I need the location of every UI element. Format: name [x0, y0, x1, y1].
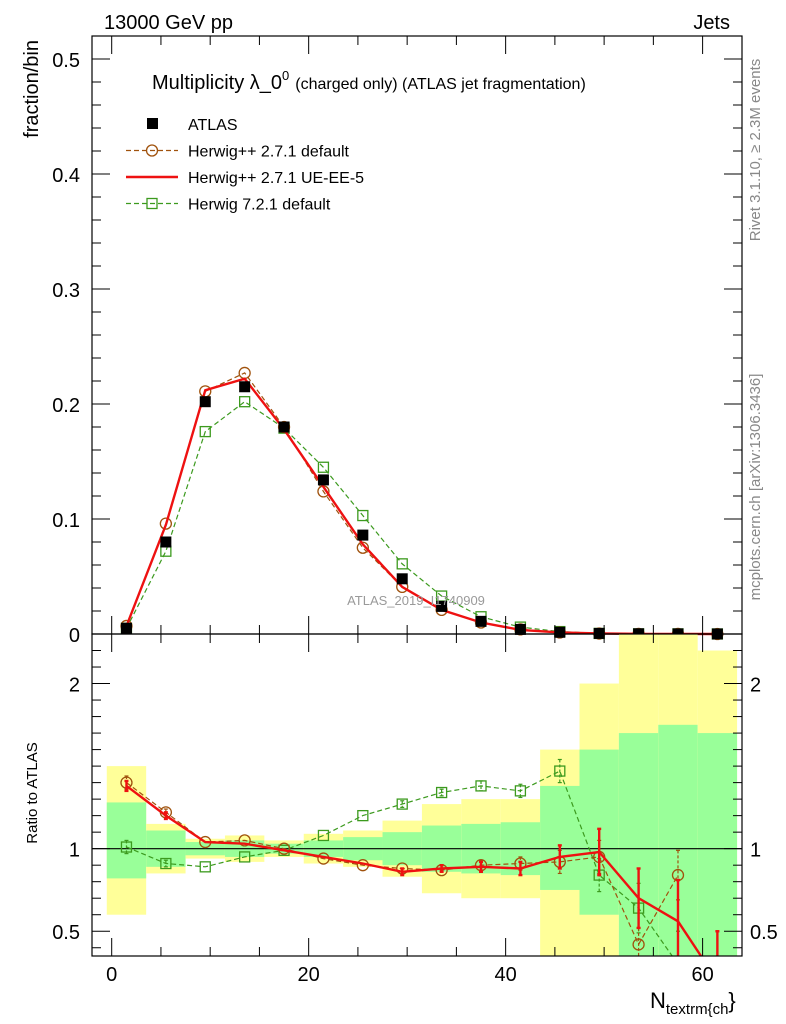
- main-point-atlas: [317, 474, 329, 486]
- x-axis-label: Ntextrm{ch}: [650, 988, 736, 1018]
- main-point-atlas: [475, 615, 487, 627]
- header-left: 13000 GeV pp: [104, 12, 233, 34]
- main-point-herwig7: [357, 509, 369, 522]
- ratio-point-herwig7: [554, 765, 566, 777]
- legend-marker-herwig7: [146, 197, 158, 210]
- main-point-atlas: [120, 622, 132, 634]
- plot-title-sup: 0: [282, 68, 289, 83]
- main-point-atlas: [554, 626, 566, 638]
- rivet-label: Rivet 3.1.10, ≥ 2.3M events: [747, 59, 764, 242]
- main-point-atlas: [239, 381, 251, 393]
- main-ytick-label: 0: [69, 625, 80, 647]
- legend-marker-herwig_default: [145, 144, 159, 157]
- main-ylabel: fraction/bin: [21, 40, 43, 138]
- main-point-herwig7: [199, 425, 211, 438]
- legend-label-herwig_default: Herwig++ 2.7.1 default: [188, 144, 350, 161]
- main-point-atlas: [357, 529, 369, 541]
- legend-label-herwig7: Herwig 7.2.1 default: [188, 197, 331, 214]
- ratio-point-herwig_default: [632, 938, 645, 951]
- ratio-panel: 0.5 0.51 12 20 20 40 60: [52, 633, 778, 986]
- plot-title: Multiplicity λ_00 (charged only) (ATLAS j…: [152, 68, 586, 94]
- legend-marker-atlas: [147, 118, 158, 129]
- ratio-ylabel: Ratio to ATLAS: [24, 742, 41, 843]
- x-axis-label-brace: }: [728, 988, 735, 1013]
- ratio-xtick-label: 40: [495, 964, 517, 986]
- legend: ATLAS Herwig++ 2.7.1 default Herwig++ 2.7.…: [126, 117, 364, 214]
- ratio-point-herwig_default: [238, 834, 251, 847]
- main-ytick-label: 0.4: [52, 165, 80, 187]
- main-point-herwig_default: [159, 517, 173, 530]
- ratio-ytick-label: 2: [69, 675, 80, 697]
- band-green: [540, 785, 580, 890]
- main-ticks: 0 0.1 0.2 0.3 0.4 0.5: [52, 36, 742, 647]
- main-panel: 0 0.1 0.2 0.3 0.4 0.5 ATLAS_2019_I1740909 Mul…: [52, 35, 743, 647]
- ratio-marks: [120, 758, 720, 969]
- main-ytick-label: 0.1: [52, 510, 80, 532]
- main-ytick-label: 0.3: [52, 280, 80, 302]
- band-green: [697, 733, 738, 956]
- ratio-ytick-label: 1: [69, 840, 80, 862]
- main-point-atlas: [278, 421, 290, 433]
- main-point-atlas: [514, 623, 526, 635]
- ratio-xtick-label: 0: [106, 964, 117, 986]
- ratio-ytick-label: 0.5: [52, 922, 80, 944]
- ratio-line-herwig7: [126, 770, 673, 956]
- ratio-xtick-label: 20: [298, 964, 320, 986]
- main-point-herwig7: [239, 396, 251, 408]
- ratio-ticks: 0.5 0.51 12 20 20 40 60: [52, 634, 778, 986]
- legend-label-herwig_ueee5: Herwig++ 2.7.1 UE-EE-5: [188, 170, 364, 187]
- main-point-atlas: [199, 396, 211, 408]
- ratio-ytick-label-right: 2: [750, 675, 761, 697]
- ratio-frame: [91, 633, 743, 957]
- ratio-point-herwig7: [120, 841, 133, 853]
- ratio-point-herwig7: [160, 857, 172, 870]
- ratio-point-herwig7: [239, 851, 251, 863]
- ratio-bands: [92, 634, 742, 956]
- ratio-ytick-label-right: 0.5: [750, 922, 778, 944]
- main-point-herwig7: [317, 461, 330, 473]
- x-axis-label-sub: textrm{ch: [666, 1001, 729, 1018]
- ratio-point-herwig7: [317, 829, 330, 842]
- main-point-atlas: [160, 536, 172, 548]
- ratio-point-herwig7: [673, 959, 683, 969]
- mcplots-label: mcplots.cern.ch [arXiv:1306.3436]: [747, 374, 764, 601]
- main-ytick-label: 0.2: [52, 395, 80, 417]
- watermark: ATLAS_2019_I1740909: [347, 593, 485, 608]
- x-axis-label-main: N: [650, 988, 666, 1013]
- plot-title-suffix: (charged only) (ATLAS jet fragmentation): [295, 76, 586, 93]
- main-point-atlas: [436, 600, 448, 612]
- ratio-point-herwig7: [475, 780, 487, 792]
- ratio-line-herwig_ueee5: [125, 784, 703, 956]
- ratio-point-herwig7: [514, 785, 527, 797]
- plot-title-main: Multiplicity λ_0: [152, 72, 282, 94]
- legend-label-atlas: ATLAS: [188, 117, 238, 134]
- main-point-atlas: [396, 573, 408, 585]
- header-right: Jets: [693, 12, 730, 34]
- main-point-herwig7: [160, 545, 172, 557]
- main-ytick-label: 0.5: [52, 50, 80, 72]
- ratio-point-herwig7: [396, 798, 408, 810]
- ratio-ytick-label-right: 1: [750, 840, 761, 862]
- ratio-point-herwig7: [199, 861, 211, 873]
- main-point-herwig7: [396, 558, 408, 570]
- ratio-point-herwig7: [435, 786, 448, 799]
- ratio-xtick-label: 60: [691, 964, 713, 986]
- ratio-point-herwig7: [357, 809, 369, 822]
